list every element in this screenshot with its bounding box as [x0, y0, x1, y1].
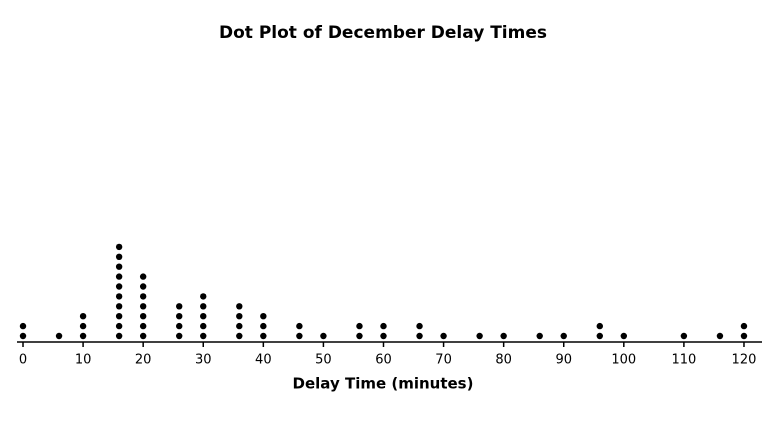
dot: [596, 332, 603, 340]
dot: [176, 322, 183, 330]
dot: [380, 332, 387, 340]
dot: [115, 283, 123, 290]
dot: [139, 322, 147, 330]
dot: [236, 313, 243, 320]
dot: [115, 243, 123, 251]
dot: [139, 273, 147, 280]
x-tick-label: 30: [195, 353, 212, 368]
dot: [115, 293, 123, 300]
dot: [79, 313, 87, 320]
x-tick-label: 100: [611, 353, 636, 368]
dot: [115, 253, 123, 260]
dot: [200, 322, 207, 330]
dot: [260, 322, 267, 330]
dot: [680, 332, 688, 340]
x-tick-label: 10: [75, 353, 92, 368]
dot: [560, 332, 567, 340]
dot: [476, 332, 483, 340]
dot: [356, 322, 363, 330]
dot: [356, 332, 363, 340]
dot: [620, 332, 628, 340]
dot: [139, 313, 147, 320]
dot: [236, 332, 243, 340]
dot: [200, 332, 207, 340]
dot: [55, 332, 63, 340]
dot: [115, 273, 123, 280]
dot: [416, 322, 423, 330]
x-axis-label: Delay Time (minutes): [293, 375, 474, 393]
dot: [139, 293, 147, 300]
x-tick-label: 40: [255, 353, 272, 368]
dot: [176, 303, 183, 310]
dot: [79, 332, 87, 340]
dot: [296, 332, 303, 340]
dot: [740, 322, 748, 330]
dot: [19, 332, 27, 340]
dot: [236, 322, 243, 330]
dot: [500, 332, 507, 340]
dot: [200, 303, 207, 310]
dot: [200, 293, 207, 300]
x-tick-label: 110: [671, 353, 696, 368]
dot: [740, 332, 748, 340]
dot: [260, 332, 267, 340]
x-tick-label: 0: [19, 353, 27, 368]
dot: [115, 303, 123, 310]
chart-title: Dot Plot of December Delay Times: [219, 23, 547, 43]
x-tick-label: 70: [435, 353, 452, 368]
x-tick-label: 50: [315, 353, 332, 368]
dot: [536, 332, 543, 340]
dot: [115, 332, 123, 340]
dot: [200, 313, 207, 320]
x-tick-label: 60: [375, 353, 392, 368]
dot: [139, 303, 147, 310]
dot: [716, 332, 724, 340]
x-tick-label: 120: [732, 353, 757, 368]
dot: [139, 283, 147, 290]
dot: [296, 322, 303, 330]
dot: [139, 332, 147, 340]
dot: [596, 322, 603, 330]
x-tick-label: 90: [555, 353, 572, 368]
dot: [115, 263, 123, 270]
dot: [440, 332, 447, 340]
dot: [115, 322, 123, 330]
dot: [176, 332, 183, 340]
x-tick-label: 80: [495, 353, 512, 368]
dot: [236, 303, 243, 310]
dot: [416, 332, 423, 340]
dot: [115, 313, 123, 320]
dot: [176, 313, 183, 320]
dot: [320, 332, 327, 340]
dot: [260, 313, 267, 320]
dot: [79, 322, 87, 330]
dot: [380, 322, 387, 330]
x-tick-label: 20: [135, 353, 152, 368]
dot: [19, 322, 27, 330]
